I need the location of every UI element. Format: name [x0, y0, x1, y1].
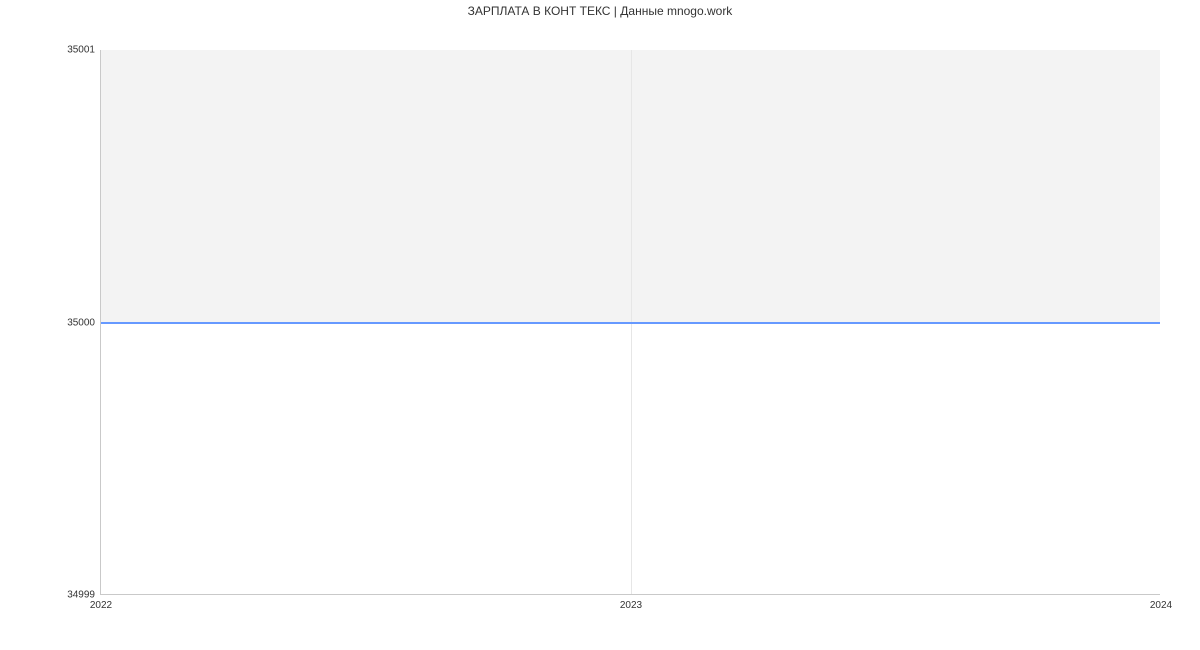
x-tick-label: 2023: [620, 600, 642, 611]
series-line: [101, 322, 1160, 324]
y-tick-label: 35001: [67, 45, 95, 56]
chart-title: ЗАРПЛАТА В КОНТ ТЕКС | Данные mnogo.work: [0, 4, 1200, 18]
x-tick-label: 2022: [90, 600, 112, 611]
salary-line-chart: ЗАРПЛАТА В КОНТ ТЕКС | Данные mnogo.work…: [0, 0, 1200, 650]
plot-area: 202220232024349993500035001: [100, 50, 1160, 595]
x-tick-label: 2024: [1150, 600, 1172, 611]
y-tick-label: 35000: [67, 317, 95, 328]
y-tick-label: 34999: [67, 590, 95, 601]
